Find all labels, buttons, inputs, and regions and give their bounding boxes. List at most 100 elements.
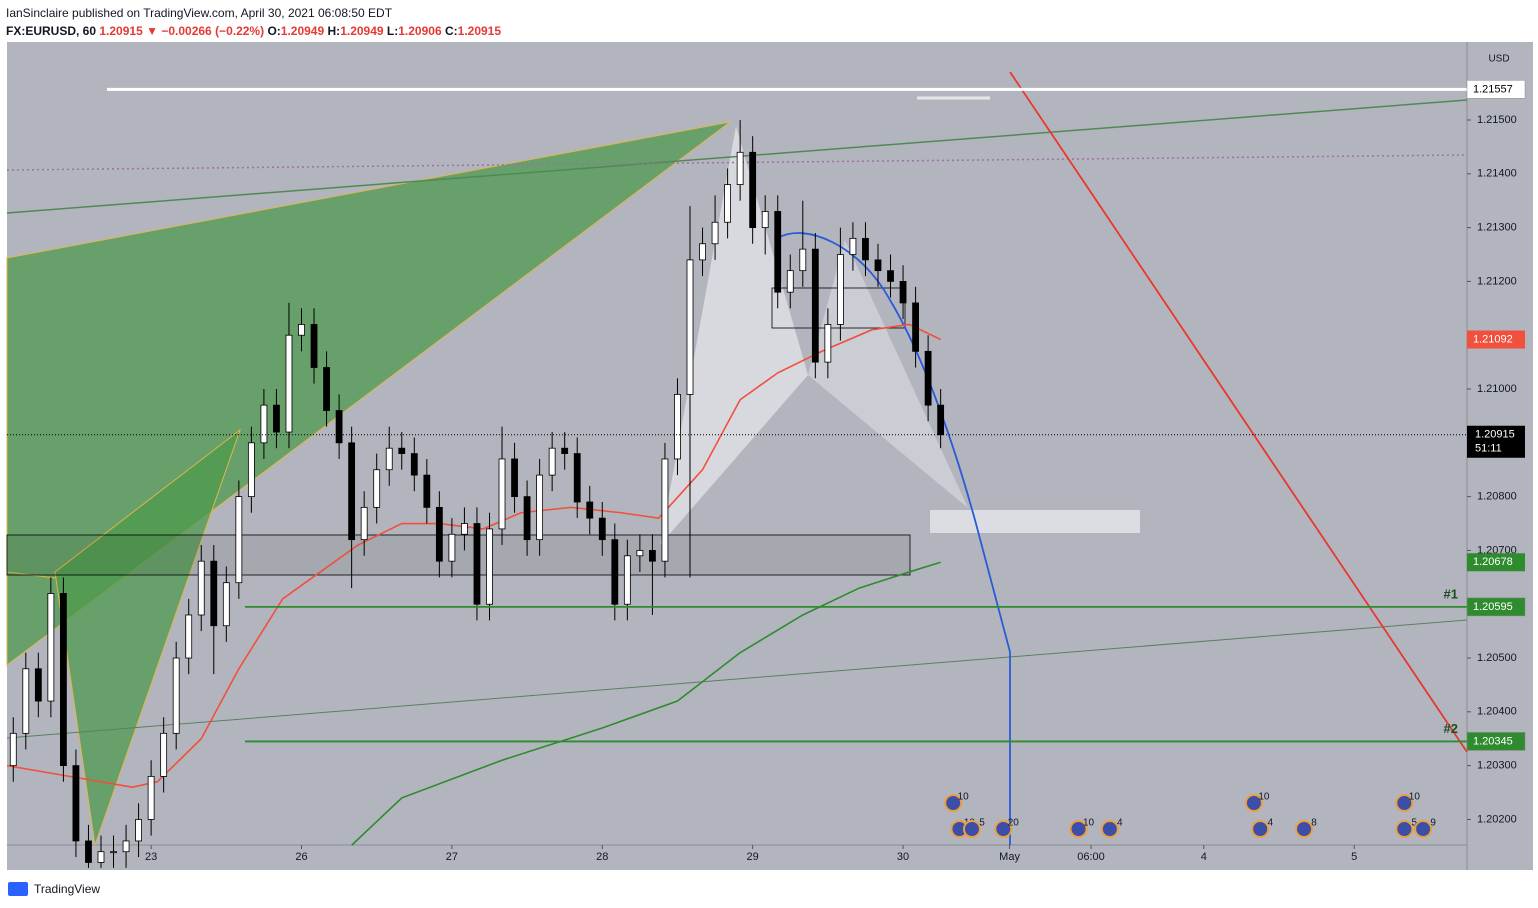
y-tick-label: 1.20300: [1477, 760, 1517, 772]
candle-body: [611, 539, 619, 605]
header: IanSinclaire published on TradingView.co…: [6, 4, 501, 40]
candle-body: [486, 528, 493, 605]
x-tick-label: 5: [1351, 851, 1357, 863]
event-count: 4: [1267, 818, 1273, 829]
zone-box: [6, 534, 911, 576]
candle-body: [824, 324, 832, 363]
candle-body: [724, 184, 732, 223]
candle-body: [172, 657, 180, 734]
l-value: 1.20906: [398, 24, 442, 38]
current-price-label: 1.20915: [1475, 429, 1515, 441]
y-tick-label: 1.21500: [1477, 114, 1517, 126]
annotation: #1: [1444, 586, 1458, 601]
x-tick-label: 4: [1201, 851, 1207, 863]
candle-body: [523, 496, 531, 541]
candle-body: [649, 550, 656, 562]
event-count: 10: [958, 792, 970, 803]
candle-body: [22, 668, 30, 734]
candle-body: [348, 442, 356, 541]
candle-body: [160, 732, 168, 777]
candle-body: [937, 404, 945, 436]
x-tick-label: 29: [747, 851, 759, 863]
price-label-bg: [1466, 732, 1526, 751]
event-icon: [1251, 820, 1270, 838]
candle-body: [674, 393, 681, 460]
candle-body: [398, 447, 406, 454]
event-count: 10: [1258, 792, 1270, 803]
x-tick-label: 23: [145, 851, 157, 863]
event-icon: [1395, 820, 1414, 838]
currency: USD: [1488, 54, 1509, 65]
logo-mark: [8, 882, 28, 896]
event-count: 5: [979, 818, 985, 829]
current-price-bg: [1467, 425, 1525, 458]
candle-body: [373, 469, 381, 508]
x-tick-label: May: [999, 851, 1020, 863]
ma-label: 1.20678: [1473, 556, 1513, 568]
candle-body: [59, 593, 67, 767]
candle-body: [285, 334, 293, 433]
candle-body: [786, 270, 794, 293]
event-count: 4: [1117, 818, 1123, 829]
candle-body: [912, 302, 919, 352]
trend-line: [6, 619, 1468, 739]
candle-body: [636, 550, 644, 557]
x-tick-label: 27: [446, 851, 458, 863]
candle-body: [448, 533, 456, 562]
price-label: 1.20345: [1473, 735, 1513, 747]
candle-body: [586, 501, 594, 519]
candle-body: [9, 732, 17, 767]
event-count: 10: [1409, 792, 1421, 803]
candle-body: [85, 840, 92, 863]
candle-body: [273, 404, 280, 433]
event-icon: [1069, 820, 1088, 838]
candle-body: [536, 474, 544, 541]
candle-body: [410, 453, 418, 476]
candle-body: [511, 458, 518, 498]
candle-body: [135, 819, 142, 842]
event-icon: [962, 820, 981, 838]
candle-body: [97, 851, 105, 863]
candle-body: [185, 614, 193, 659]
c-label: C:: [444, 24, 458, 38]
y-tick-label: 1.20400: [1477, 706, 1517, 718]
y-tick-label: 1.21300: [1477, 222, 1517, 234]
harmonic-pattern: [660, 126, 808, 545]
event-icon: [1395, 794, 1414, 812]
y-tick-label: 1.21200: [1477, 275, 1517, 287]
y-tick-label: 1.20800: [1477, 491, 1517, 503]
o-value: 1.20949: [280, 24, 325, 38]
event-icon: [944, 794, 963, 812]
target-zone: [930, 510, 1140, 533]
event-icon: [1414, 820, 1433, 838]
price-label-bg: [1466, 597, 1526, 617]
price-label: 1.21557: [1473, 83, 1513, 95]
candle-body: [761, 211, 769, 229]
brand: TradingView: [34, 882, 100, 896]
price-label: 1.20595: [1473, 601, 1513, 613]
l-label: L:: [386, 24, 399, 38]
harmonic-pattern: [54, 428, 242, 846]
candle-body: [473, 523, 481, 605]
candle-body: [924, 350, 932, 406]
candle-body: [799, 248, 807, 272]
candle-body: [47, 593, 55, 702]
harmonic-pattern: [808, 240, 968, 508]
event-icon: [1100, 820, 1119, 838]
candle-body: [122, 840, 130, 853]
ma-label-bg: [1467, 553, 1525, 572]
event-count: 20: [1008, 818, 1020, 829]
candle-body: [561, 447, 569, 454]
y-tick-label: 1.21400: [1477, 168, 1517, 180]
candle-body: [72, 765, 80, 842]
candle-body: [548, 447, 556, 476]
x-tick-label: 26: [295, 851, 307, 863]
symbol: FX:EURUSD, 60: [6, 24, 97, 38]
candle-body: [899, 281, 907, 304]
ma-label-bg: [1467, 330, 1525, 349]
candle-body: [235, 496, 243, 584]
y-tick-label: 1.21000: [1477, 383, 1517, 395]
candle-body: [661, 458, 669, 562]
candle-body: [147, 775, 155, 820]
